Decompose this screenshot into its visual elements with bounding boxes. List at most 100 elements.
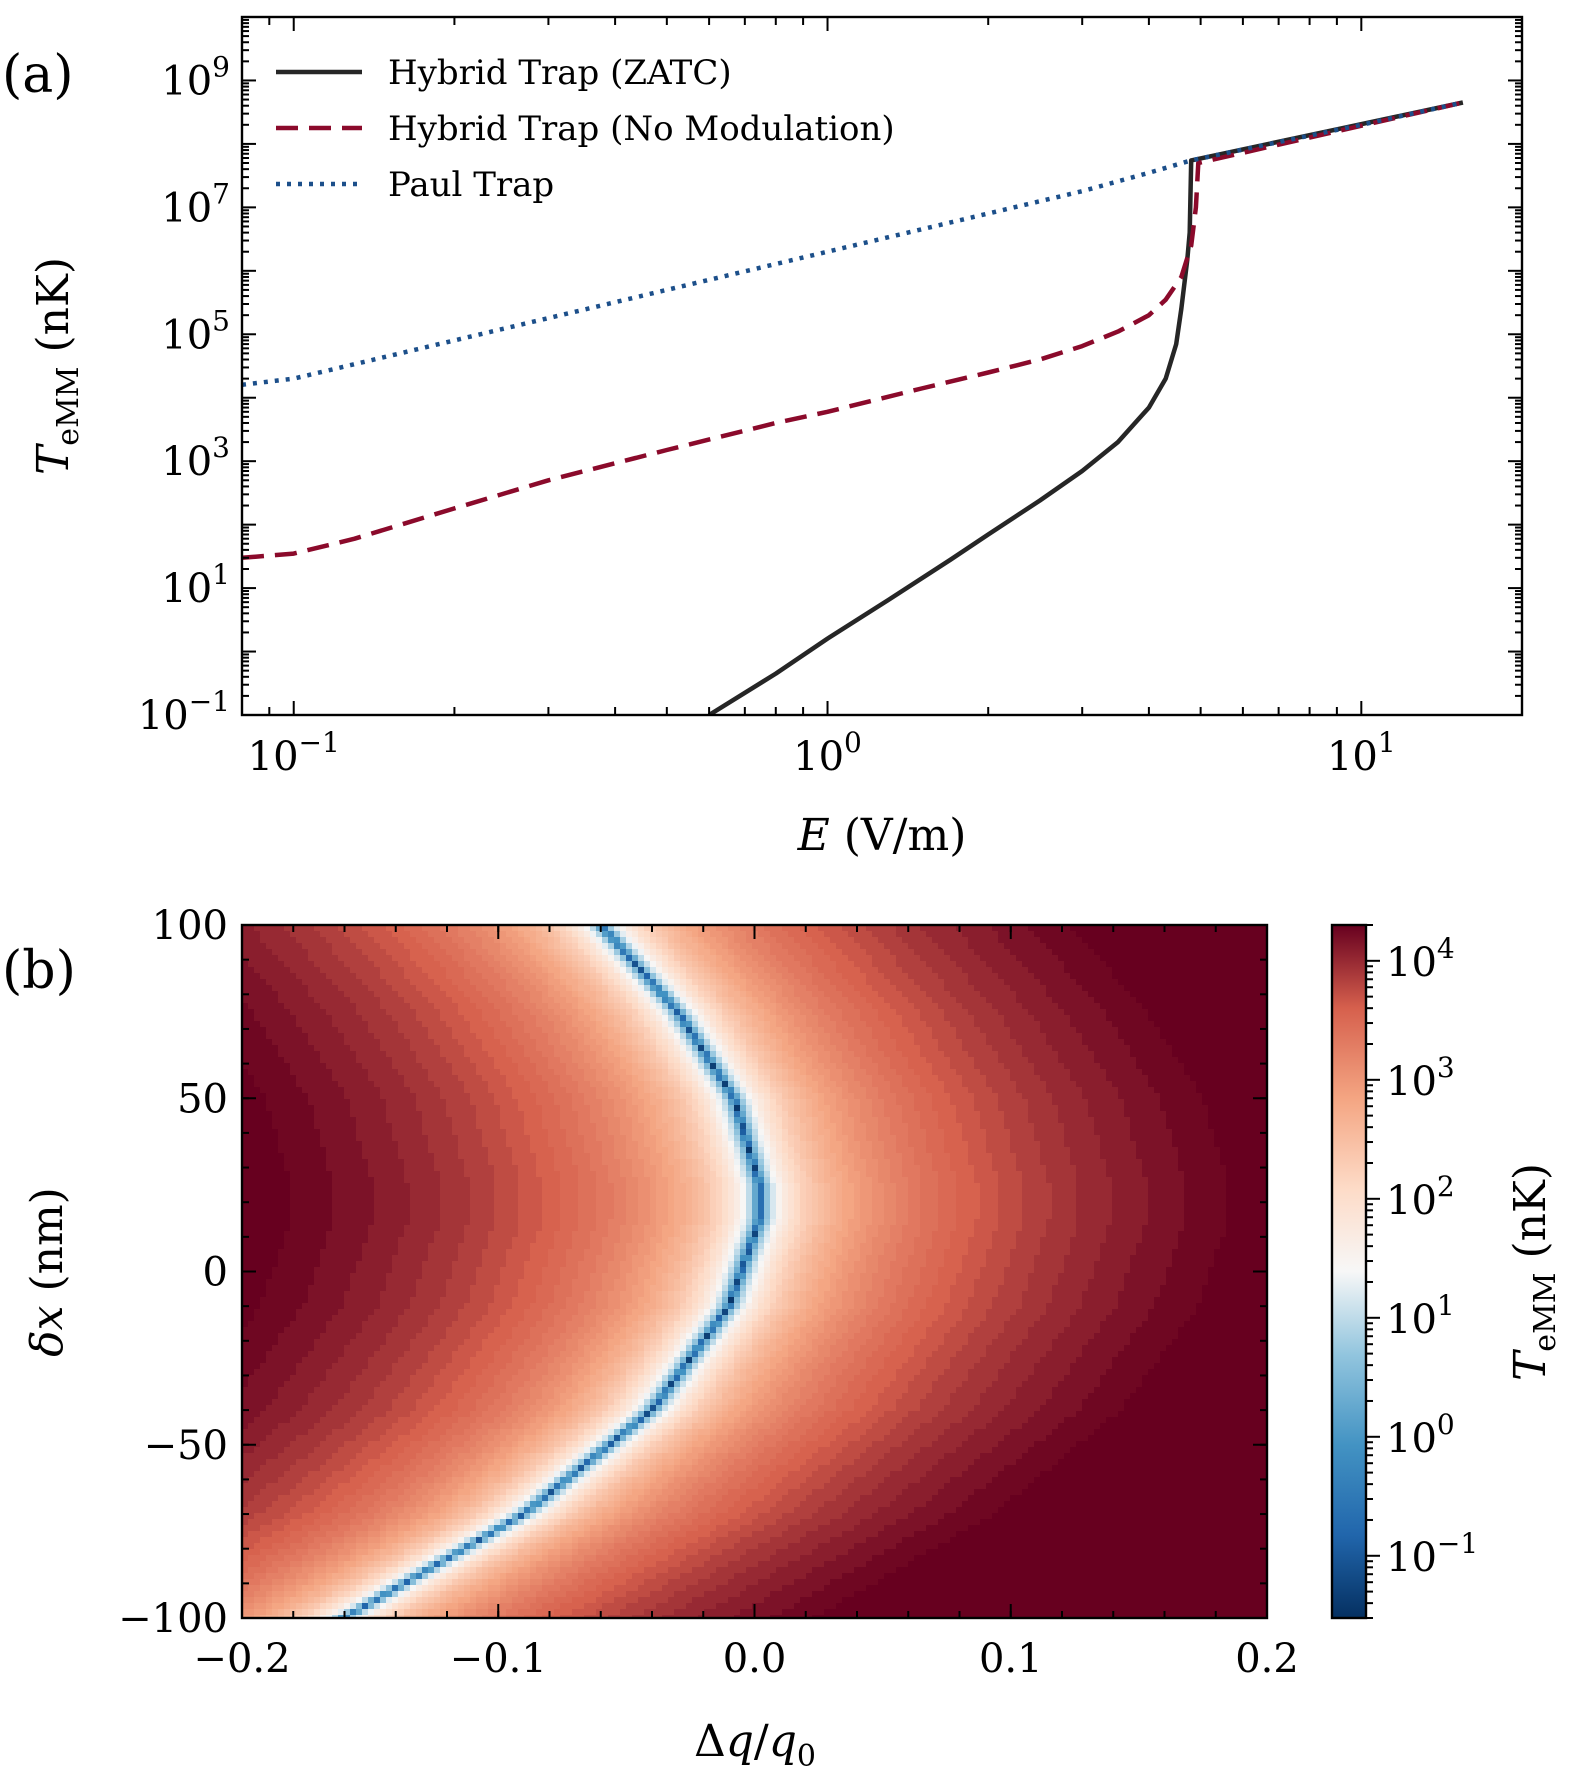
heatmap-cell	[932, 943, 939, 950]
heatmap-cell	[1172, 1003, 1179, 1010]
heatmap-cell	[1082, 949, 1089, 956]
heatmap-cell	[944, 1015, 951, 1022]
heatmap-cell	[638, 967, 645, 974]
heatmap-cell	[458, 973, 465, 980]
heatmap-cell	[980, 967, 987, 974]
heatmap-cell	[776, 967, 783, 974]
heatmap-cell	[896, 1021, 903, 1028]
heatmap-cell	[1250, 997, 1257, 1004]
heatmap-cell	[902, 961, 909, 968]
heatmap-cell	[494, 973, 501, 980]
heatmap-cell	[1178, 991, 1185, 998]
heatmap-cell	[350, 985, 357, 992]
heatmap-cell	[872, 985, 879, 992]
heatmap-cell	[506, 1003, 513, 1010]
heatmap-cell	[1046, 985, 1053, 992]
heatmap-cell	[974, 985, 981, 992]
heatmap-cell	[776, 949, 783, 956]
heatmap-cell	[914, 997, 921, 1004]
heatmap-cell	[638, 979, 645, 986]
heatmap-cell	[1124, 961, 1131, 968]
heatmap-cell	[626, 997, 633, 1004]
heatmap-cell	[926, 985, 933, 992]
heatmap-cell	[1130, 943, 1137, 950]
heatmap-cell	[992, 961, 999, 968]
heatmap-cell	[620, 985, 627, 992]
heatmap-cell	[662, 961, 669, 968]
heatmap-cell	[1094, 955, 1101, 962]
heatmap-cell	[500, 1015, 507, 1022]
heatmap-cell	[326, 937, 333, 944]
heatmap-cell	[818, 1021, 825, 1028]
heatmap-cell	[1232, 997, 1239, 1004]
heatmap-cell	[1088, 937, 1095, 944]
heatmap-cell	[350, 979, 357, 986]
heatmap-cell	[752, 985, 759, 992]
heatmap-cell	[1190, 961, 1197, 968]
heatmap-cell	[1130, 973, 1137, 980]
heatmap-cell	[548, 1021, 555, 1028]
heatmap-cell	[404, 1027, 411, 1034]
heatmap-cell	[458, 1015, 465, 1022]
heatmap-cell	[818, 961, 825, 968]
heatmap-cell	[1202, 943, 1209, 950]
heatmap-cell	[482, 1009, 489, 1016]
heatmap-cell	[1082, 985, 1089, 992]
heatmap-cell	[308, 1003, 315, 1010]
heatmap-cell	[944, 997, 951, 1004]
heatmap-cell	[596, 937, 603, 944]
heatmap-cell	[458, 949, 465, 956]
heatmap-cell	[590, 997, 597, 1004]
heatmap-cell	[692, 949, 699, 956]
heatmap-cell	[758, 943, 765, 950]
heatmap-cell	[746, 1003, 753, 1010]
heatmap-cell	[656, 985, 663, 992]
heatmap-cell	[1106, 931, 1113, 938]
heatmap-cell	[344, 937, 351, 944]
heatmap-cell	[692, 967, 699, 974]
heatmap-cell	[266, 967, 273, 974]
heatmap-cell	[656, 991, 663, 998]
heatmap-cell	[1100, 1021, 1107, 1028]
heatmap-cell	[1214, 991, 1221, 998]
heatmap-cell	[692, 1003, 699, 1010]
heatmap-cell	[1148, 931, 1155, 938]
heatmap-cell	[656, 937, 663, 944]
heatmap-cell	[860, 997, 867, 1004]
y-tick-label-a-3-exp: 5	[212, 304, 230, 337]
heatmap-cell	[842, 967, 849, 974]
heatmap-cell	[836, 931, 843, 938]
heatmap-cell	[458, 931, 465, 938]
heatmap-cell	[266, 949, 273, 956]
heatmap-cell	[356, 955, 363, 962]
heatmap-cell	[1034, 937, 1041, 944]
heatmap-cell	[698, 943, 705, 950]
heatmap-cell	[884, 931, 891, 938]
heatmap-cell	[902, 985, 909, 992]
heatmap-cell	[548, 1015, 555, 1022]
heatmap-cell	[722, 955, 729, 962]
heatmap-cell	[686, 967, 693, 974]
heatmap-cell	[938, 931, 945, 938]
heatmap-cell	[950, 1021, 957, 1028]
heatmap-cell	[332, 1021, 339, 1028]
heatmap-cell	[656, 997, 663, 1004]
heatmap-cell	[1148, 967, 1155, 974]
heatmap-cell	[1196, 931, 1203, 938]
heatmap-cell	[800, 997, 807, 1004]
heatmap-cell	[500, 979, 507, 986]
heatmap-cell	[740, 1015, 747, 1022]
heatmap-cell	[380, 997, 387, 1004]
heatmap-cell	[254, 937, 261, 944]
heatmap-cell	[488, 1015, 495, 1022]
heatmap-cell	[1178, 931, 1185, 938]
heatmap-cell	[626, 931, 633, 938]
heatmap-cell	[872, 1021, 879, 1028]
heatmap-cell	[596, 997, 603, 1004]
heatmap-cell	[1100, 943, 1107, 950]
heatmap-cell	[776, 1009, 783, 1016]
heatmap-cell	[734, 985, 741, 992]
heatmap-cell	[716, 979, 723, 986]
heatmap-cell	[770, 937, 777, 944]
heatmap-cell	[524, 1021, 531, 1028]
